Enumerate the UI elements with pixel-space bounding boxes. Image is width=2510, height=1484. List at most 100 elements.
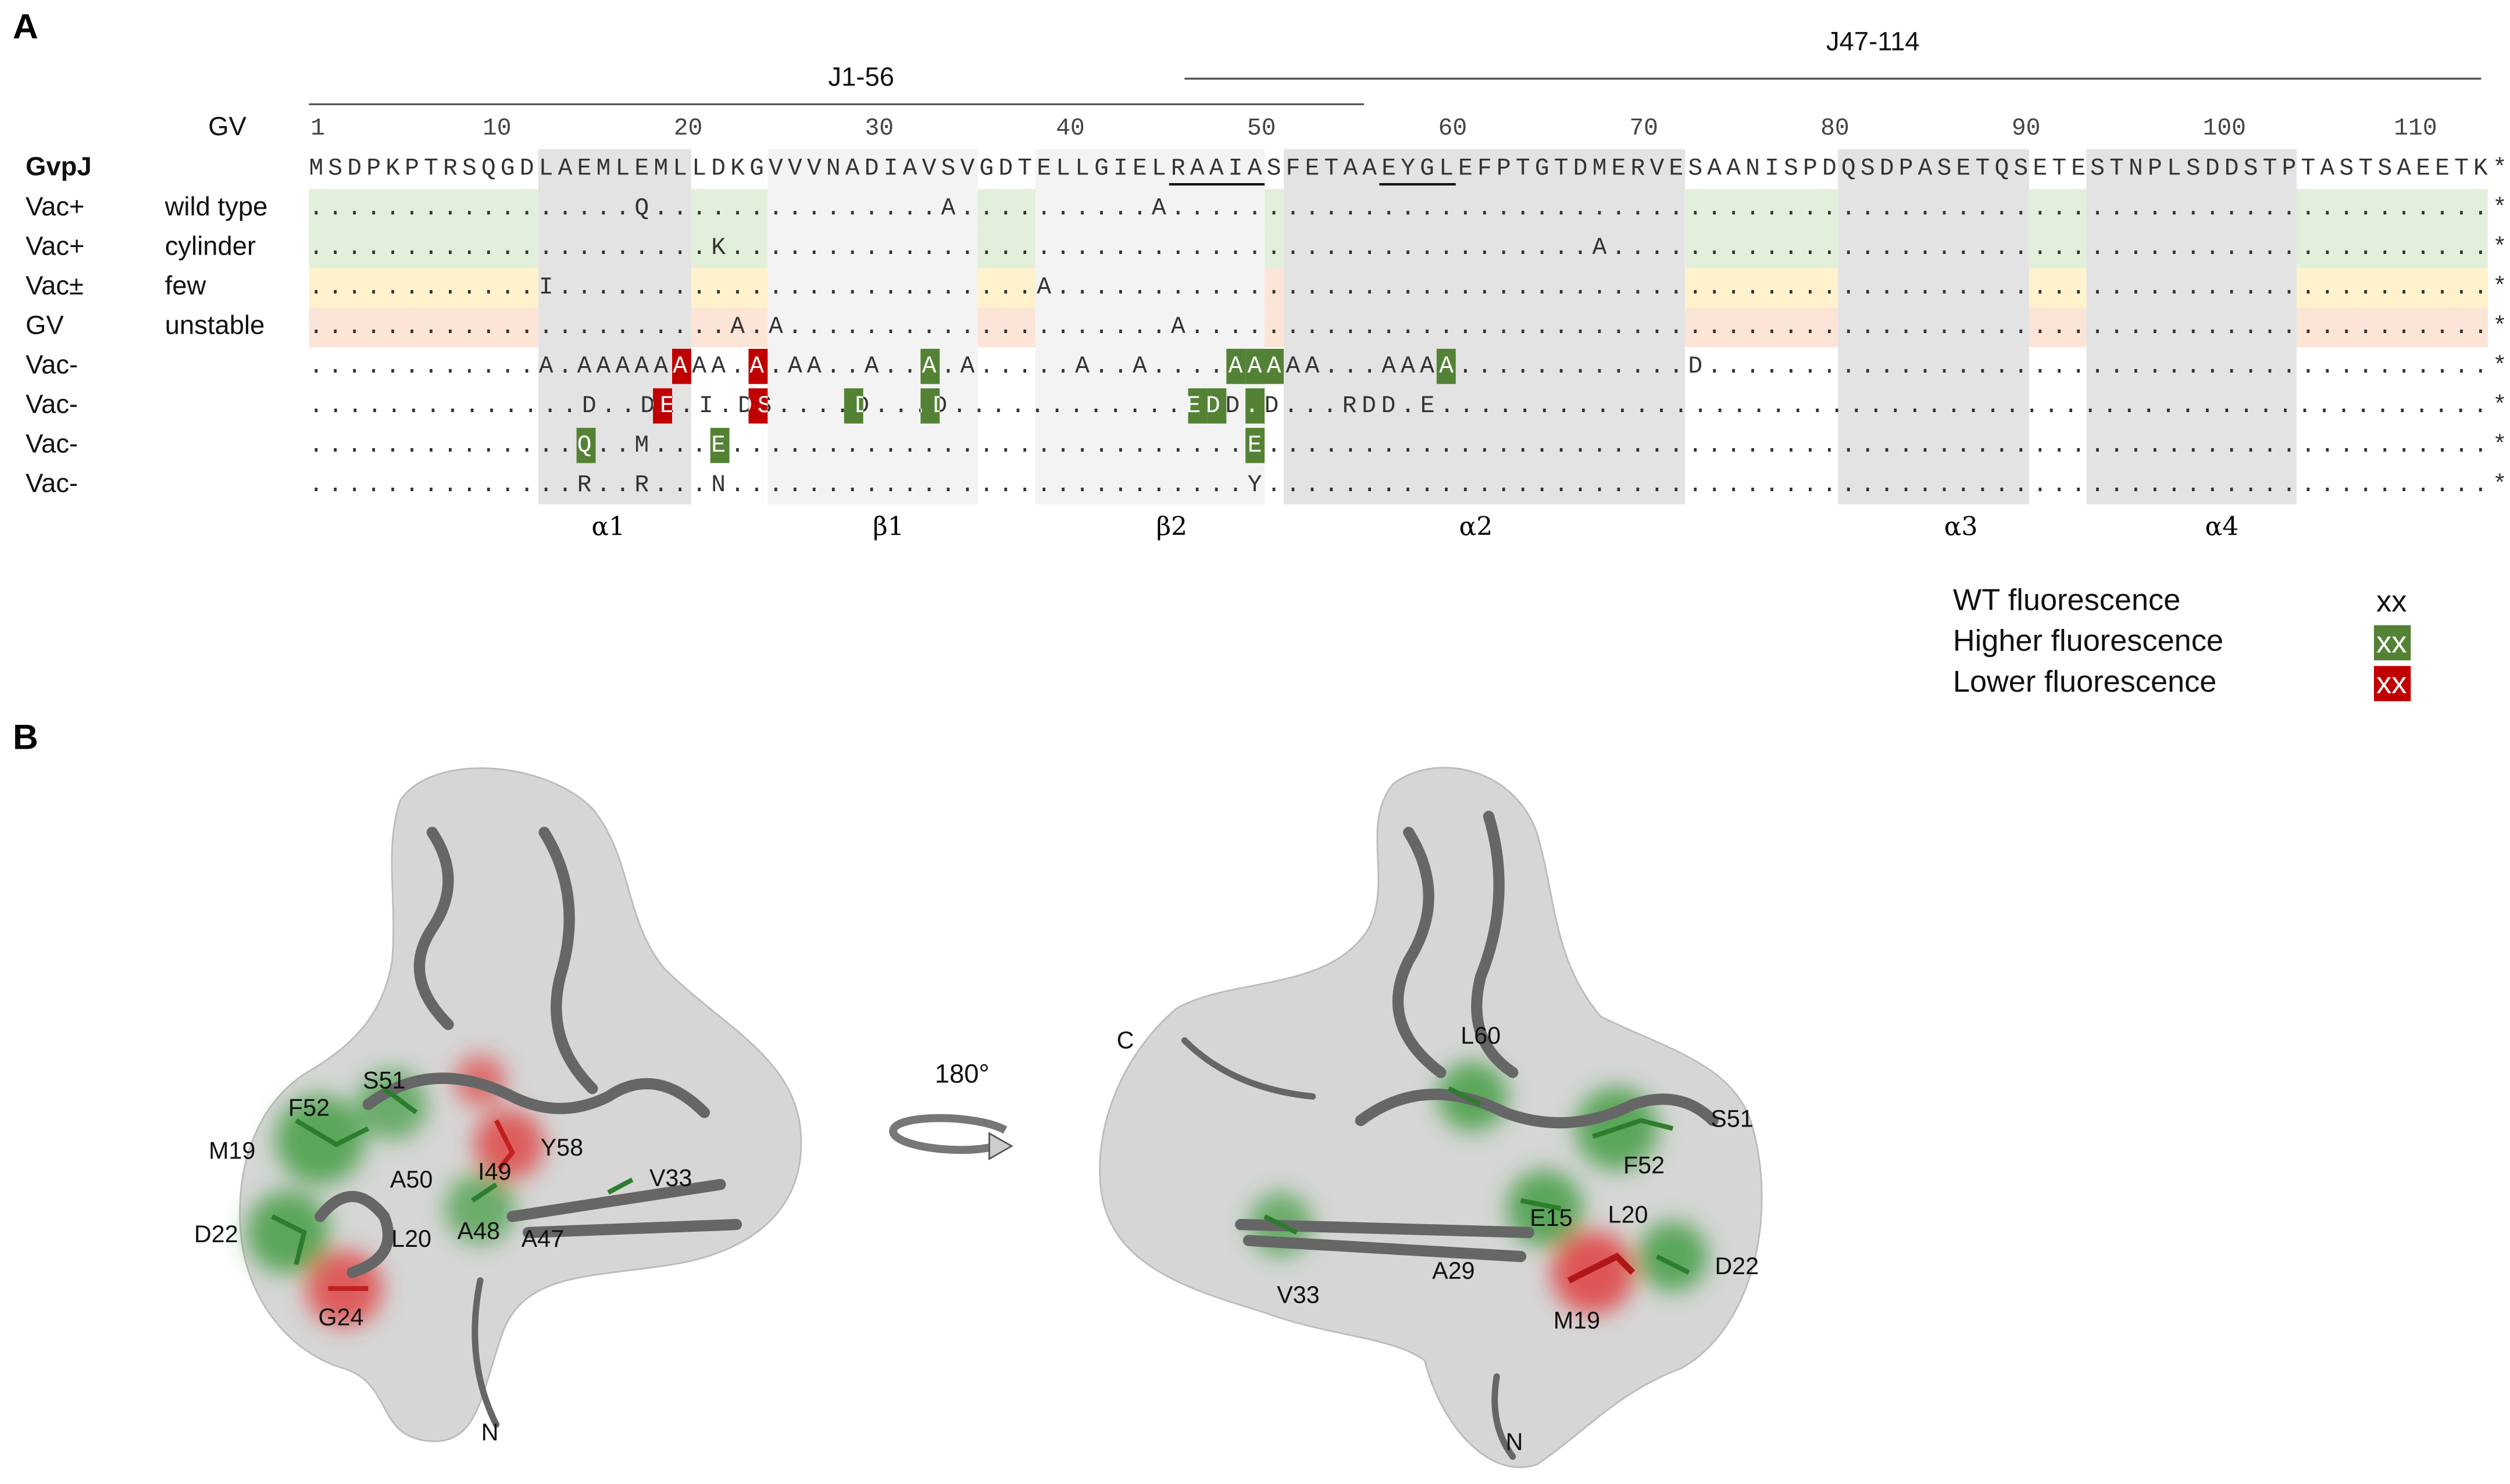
residue-label: F52 bbox=[1623, 1152, 1665, 1178]
row-band bbox=[2297, 307, 2488, 348]
legend-swatch bbox=[2373, 666, 2411, 702]
legend-sample: xx bbox=[2376, 667, 2407, 700]
description: cylinder bbox=[165, 231, 256, 260]
column-band bbox=[538, 149, 691, 505]
row-band bbox=[1685, 189, 1838, 229]
highlight bbox=[748, 349, 768, 384]
highlight bbox=[1226, 349, 1246, 384]
residue-label: L20 bbox=[1608, 1201, 1648, 1228]
residue-label: A50 bbox=[390, 1166, 433, 1193]
row-band bbox=[1265, 307, 1284, 348]
highlight bbox=[920, 349, 940, 384]
residue-label: D22 bbox=[1715, 1253, 1759, 1279]
column-band bbox=[1838, 149, 2029, 505]
column-band bbox=[767, 149, 978, 505]
element-label: β2 bbox=[1156, 512, 1188, 541]
residue-label: L20 bbox=[391, 1225, 431, 1252]
highlight bbox=[710, 428, 730, 463]
row-band bbox=[2029, 268, 2087, 308]
column-band bbox=[1283, 149, 1686, 505]
legend-sample: xx bbox=[2376, 585, 2407, 618]
element-label: α2 bbox=[1459, 512, 1493, 541]
residue-label: L60 bbox=[1461, 1022, 1501, 1049]
residues: ..............R..R...N..................… bbox=[309, 472, 2507, 499]
rotation-label: 180° bbox=[935, 1059, 990, 1089]
panel-label: A bbox=[13, 6, 38, 46]
row-band bbox=[1265, 189, 1284, 229]
row-band bbox=[1265, 268, 1284, 308]
phenotype: GV bbox=[26, 310, 64, 339]
highlight bbox=[672, 349, 691, 384]
residue-label: G24 bbox=[318, 1304, 363, 1331]
ribbon bbox=[1181, 810, 1719, 1460]
ruler-tick: 70 bbox=[1629, 116, 1658, 142]
phenotype: Vac- bbox=[26, 389, 78, 419]
row-band bbox=[977, 189, 1036, 229]
row-band bbox=[691, 189, 768, 229]
residue-label: A47 bbox=[522, 1225, 564, 1252]
row-band bbox=[977, 228, 1036, 269]
ribbon bbox=[315, 827, 742, 1428]
description: few bbox=[165, 270, 206, 300]
panel-label: B bbox=[13, 717, 38, 756]
element-label: α1 bbox=[591, 512, 625, 541]
residues: .....................K..................… bbox=[309, 235, 2507, 262]
row-band bbox=[309, 228, 538, 269]
alignment: 1 10 20 30 40 50 60 70 80 90 100 110MSDPKPTRSQGDLAE… bbox=[26, 116, 2507, 702]
residues: .................Q...............A......… bbox=[309, 195, 2507, 222]
ruler-tick: 100 bbox=[2203, 116, 2246, 142]
phenotype: Vac± bbox=[26, 270, 84, 300]
residues: ............I.........................A.… bbox=[309, 274, 2507, 301]
legend-sample: xx bbox=[2376, 625, 2407, 659]
residues: ..............Q..M...E..................… bbox=[309, 432, 2507, 459]
side-chains bbox=[271, 1086, 634, 1265]
row-band bbox=[2029, 228, 2087, 269]
ruler-tick: 40 bbox=[1056, 116, 1085, 142]
highlight bbox=[1436, 349, 1456, 384]
construct-label: J1-56 bbox=[828, 62, 894, 91]
highlight bbox=[1245, 388, 1265, 424]
row-band bbox=[309, 189, 538, 229]
column-band bbox=[2086, 149, 2297, 505]
phenotype: Vac- bbox=[26, 428, 78, 458]
ruler-tick: 60 bbox=[1438, 116, 1468, 142]
phenotype: Vac+ bbox=[26, 191, 84, 221]
row-band bbox=[2297, 228, 2488, 269]
description: wild type bbox=[165, 191, 268, 221]
highlight bbox=[1188, 388, 1208, 424]
element-label: β1 bbox=[873, 512, 904, 541]
ruler-tick: 1 bbox=[310, 116, 325, 142]
row-band bbox=[691, 307, 768, 348]
row-band bbox=[2297, 268, 2488, 308]
residue-label: N bbox=[1506, 1429, 1523, 1456]
phenotype: Vac- bbox=[26, 468, 78, 498]
row-band bbox=[2029, 189, 2087, 229]
highlight bbox=[1207, 388, 1227, 424]
legend-label: Higher fluorescence bbox=[1953, 624, 2223, 658]
residue-label: E15 bbox=[1530, 1204, 1572, 1231]
residue-label: Y58 bbox=[541, 1134, 583, 1161]
ruler-tick: 20 bbox=[674, 116, 703, 142]
highlight bbox=[1245, 428, 1265, 463]
highlight bbox=[748, 388, 768, 424]
phenotype: Vac- bbox=[26, 349, 78, 379]
structure-labels: S51 F52 M19 Y58 A50 I49 V33 D22 L20 A48 A47 G24 N C L6… bbox=[194, 1022, 1759, 1455]
column-band bbox=[1035, 149, 1265, 505]
row-band bbox=[691, 268, 768, 308]
row-band bbox=[2029, 307, 2087, 348]
residue-label: M19 bbox=[209, 1138, 255, 1164]
residue-label: A29 bbox=[1432, 1257, 1474, 1284]
ruler-tick: 50 bbox=[1247, 116, 1276, 142]
structure-left bbox=[239, 767, 802, 1442]
highlight bbox=[1265, 349, 1284, 384]
residue-label: V33 bbox=[649, 1164, 692, 1191]
row-band bbox=[977, 268, 1036, 308]
element-label: α3 bbox=[1944, 512, 1978, 541]
row-band bbox=[309, 268, 538, 308]
structure-right bbox=[1099, 767, 1763, 1468]
residue-label: A48 bbox=[457, 1217, 499, 1244]
sequence: MSDPKPTRSQGDLAEMLEMLLDKGVVVNADIAVSVGDTEL… bbox=[309, 155, 2507, 182]
residue-label: V33 bbox=[1277, 1281, 1319, 1308]
residue-label: C bbox=[1117, 1027, 1134, 1054]
